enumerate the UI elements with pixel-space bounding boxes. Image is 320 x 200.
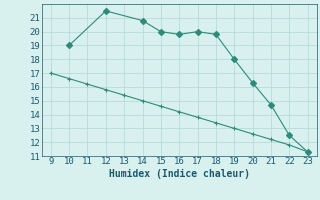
X-axis label: Humidex (Indice chaleur): Humidex (Indice chaleur)	[109, 169, 250, 179]
